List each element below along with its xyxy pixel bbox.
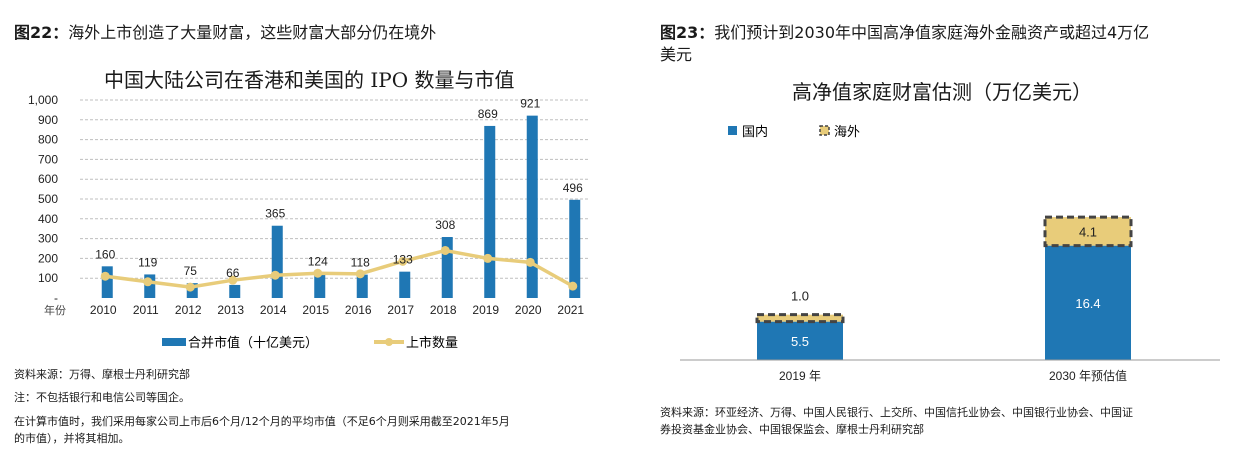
bar-data-label: 308: [435, 218, 455, 232]
bar-data-label: 496: [563, 181, 583, 195]
bar-2014: [271, 225, 283, 298]
y-tick-label: 800: [38, 133, 58, 147]
bar-data-label: 75: [184, 264, 198, 278]
legend-swatch-domestic: [728, 126, 737, 135]
bar-2021: [569, 199, 581, 298]
y-tick-label: 100: [38, 271, 58, 285]
bar-domestic: [1045, 245, 1131, 360]
y-tick-label: 1,000: [28, 93, 58, 107]
left-note: 注：不包括银行和电信公司等国企。: [14, 391, 190, 404]
x-tick-label: 2021: [557, 303, 584, 317]
x-tick-label: 2012: [175, 303, 202, 317]
line-point-2015: [313, 268, 323, 278]
left-chart: - 100 200 300 400 500 600 700 800 900 1,000 160 119…: [28, 93, 590, 350]
bar-overseas: [755, 313, 845, 324]
legend-label-bar: 合并市值（十亿美元）: [188, 335, 318, 350]
legend-swatch-marker: [385, 338, 393, 346]
bar-data-label: 66: [226, 266, 240, 280]
right-chart: 国内 海外 5.5 1.0 16.4 4.1 2019 年 2030 年预估值: [680, 124, 1220, 383]
bar-data-label: 869: [478, 107, 498, 121]
bar-data-label: 118: [351, 256, 370, 270]
left-chart-title: 中国大陆公司在香港和美国的 IPO 数量与市值: [104, 68, 515, 92]
line-point-2011: [143, 277, 153, 287]
left-method-note-2: 的市值），并将其相加。: [14, 432, 130, 445]
bar-data-label: 921: [520, 97, 540, 111]
ipo-count-line: [105, 248, 574, 289]
x-tick-label: 2030 年预估值: [1049, 368, 1127, 383]
line-point-2019: [483, 253, 493, 263]
line-point-2017: [398, 256, 408, 266]
y-tick-label: 200: [38, 251, 58, 265]
line-point-2016: [355, 269, 365, 279]
legend-label-line: 上市数量: [406, 335, 458, 350]
line-point-2020: [525, 257, 535, 267]
bar-data-label: 119: [138, 255, 157, 269]
line-point-2018: [440, 245, 450, 255]
x-tick-label: 2014: [260, 303, 287, 317]
y-tick-label: 900: [38, 113, 58, 127]
x-tick-label: 2019 年: [779, 369, 821, 383]
right-figure-caption-2: 美元: [660, 45, 693, 64]
bar-data-label: 365: [265, 207, 285, 221]
label-domestic: 16.4: [1075, 296, 1100, 311]
bar-2016: [356, 274, 368, 298]
x-tick-label: 2011: [133, 303, 159, 317]
label-overseas: 4.1: [1079, 224, 1097, 239]
label-domestic: 5.5: [791, 334, 809, 349]
x-tick-label: 2018: [430, 303, 457, 317]
line-point-2013: [228, 275, 238, 285]
x-tick-label: 2017: [387, 303, 414, 317]
bar-2018: [441, 237, 453, 298]
y-tick-label: -: [54, 291, 58, 305]
left-method-note-1: 在计算市值时，我们采用每家公司上市后6个月/12个月的平均市值（不足6个月则采用…: [14, 415, 510, 428]
bar-2010: [101, 266, 113, 298]
legend-swatch-overseas: [819, 125, 830, 136]
legend-label-domestic: 国内: [742, 124, 768, 139]
right-figure-number: 图23：: [660, 23, 715, 42]
x-tick-label: 2019: [472, 303, 499, 317]
x-tick-label: 2015: [302, 303, 329, 317]
legend-swatch-bar: [162, 338, 186, 346]
bar-data-label: 133: [393, 253, 413, 267]
x-axis-prefix: 年份: [44, 303, 66, 317]
left-figure-caption: 海外上市创造了大量财富，这些财富大部分仍在境外: [68, 23, 437, 42]
label-overseas: 1.0: [791, 289, 809, 304]
x-tick-label: 2020: [515, 303, 542, 317]
x-tick-label: 2010: [90, 303, 117, 317]
bar-2017: [399, 271, 411, 298]
left-figure-title: 图22：海外上市创造了大量财富，这些财富大部分仍在境外: [14, 22, 436, 44]
bar-2011: [144, 274, 156, 298]
bar-data-label: 160: [95, 247, 115, 261]
bar-2019: [484, 125, 496, 298]
right-figure-title-line2: 美元: [660, 44, 692, 66]
y-tick-label: 300: [38, 232, 58, 246]
bar-overseas: [1043, 215, 1133, 248]
left-figure-number: 图22：: [14, 23, 69, 42]
line-point-2014: [270, 270, 280, 280]
right-figure-title: 图23：我们预计到2030年中国高净值家庭海外金融资产或超过4万亿: [660, 22, 1149, 44]
y-tick-label: 700: [38, 152, 58, 166]
bar-2015: [314, 273, 326, 298]
x-tick-label: 2016: [345, 303, 372, 317]
bar-2020: [526, 115, 538, 298]
right-source-2: 券投资基金业协会、中国银保监会、摩根士丹利研究部: [660, 423, 924, 436]
right-figure-caption: 我们预计到2030年中国高净值家庭海外金融资产或超过4万亿: [714, 23, 1150, 42]
bar-data-label: 124: [308, 254, 328, 268]
line-point-2021: [568, 281, 578, 291]
left-source: 资料来源：万得、摩根士丹利研究部: [14, 368, 190, 381]
right-source-1: 资料来源：环亚经济、万得、中国人民银行、上交所、中国信托业协会、中国银行业协会、…: [660, 406, 1133, 419]
line-point-2012: [185, 282, 195, 292]
right-chart-title: 高净值家庭财富估测（万亿美元）: [792, 80, 1092, 104]
y-tick-label: 500: [38, 192, 58, 206]
x-tick-label: 2013: [217, 303, 244, 317]
bar-domestic: [757, 321, 843, 360]
bar-2013: [229, 284, 241, 298]
y-tick-label: 400: [38, 212, 58, 226]
line-point-2010: [100, 271, 110, 281]
y-tick-label: 600: [38, 172, 58, 186]
legend-label-overseas: 海外: [834, 124, 860, 139]
